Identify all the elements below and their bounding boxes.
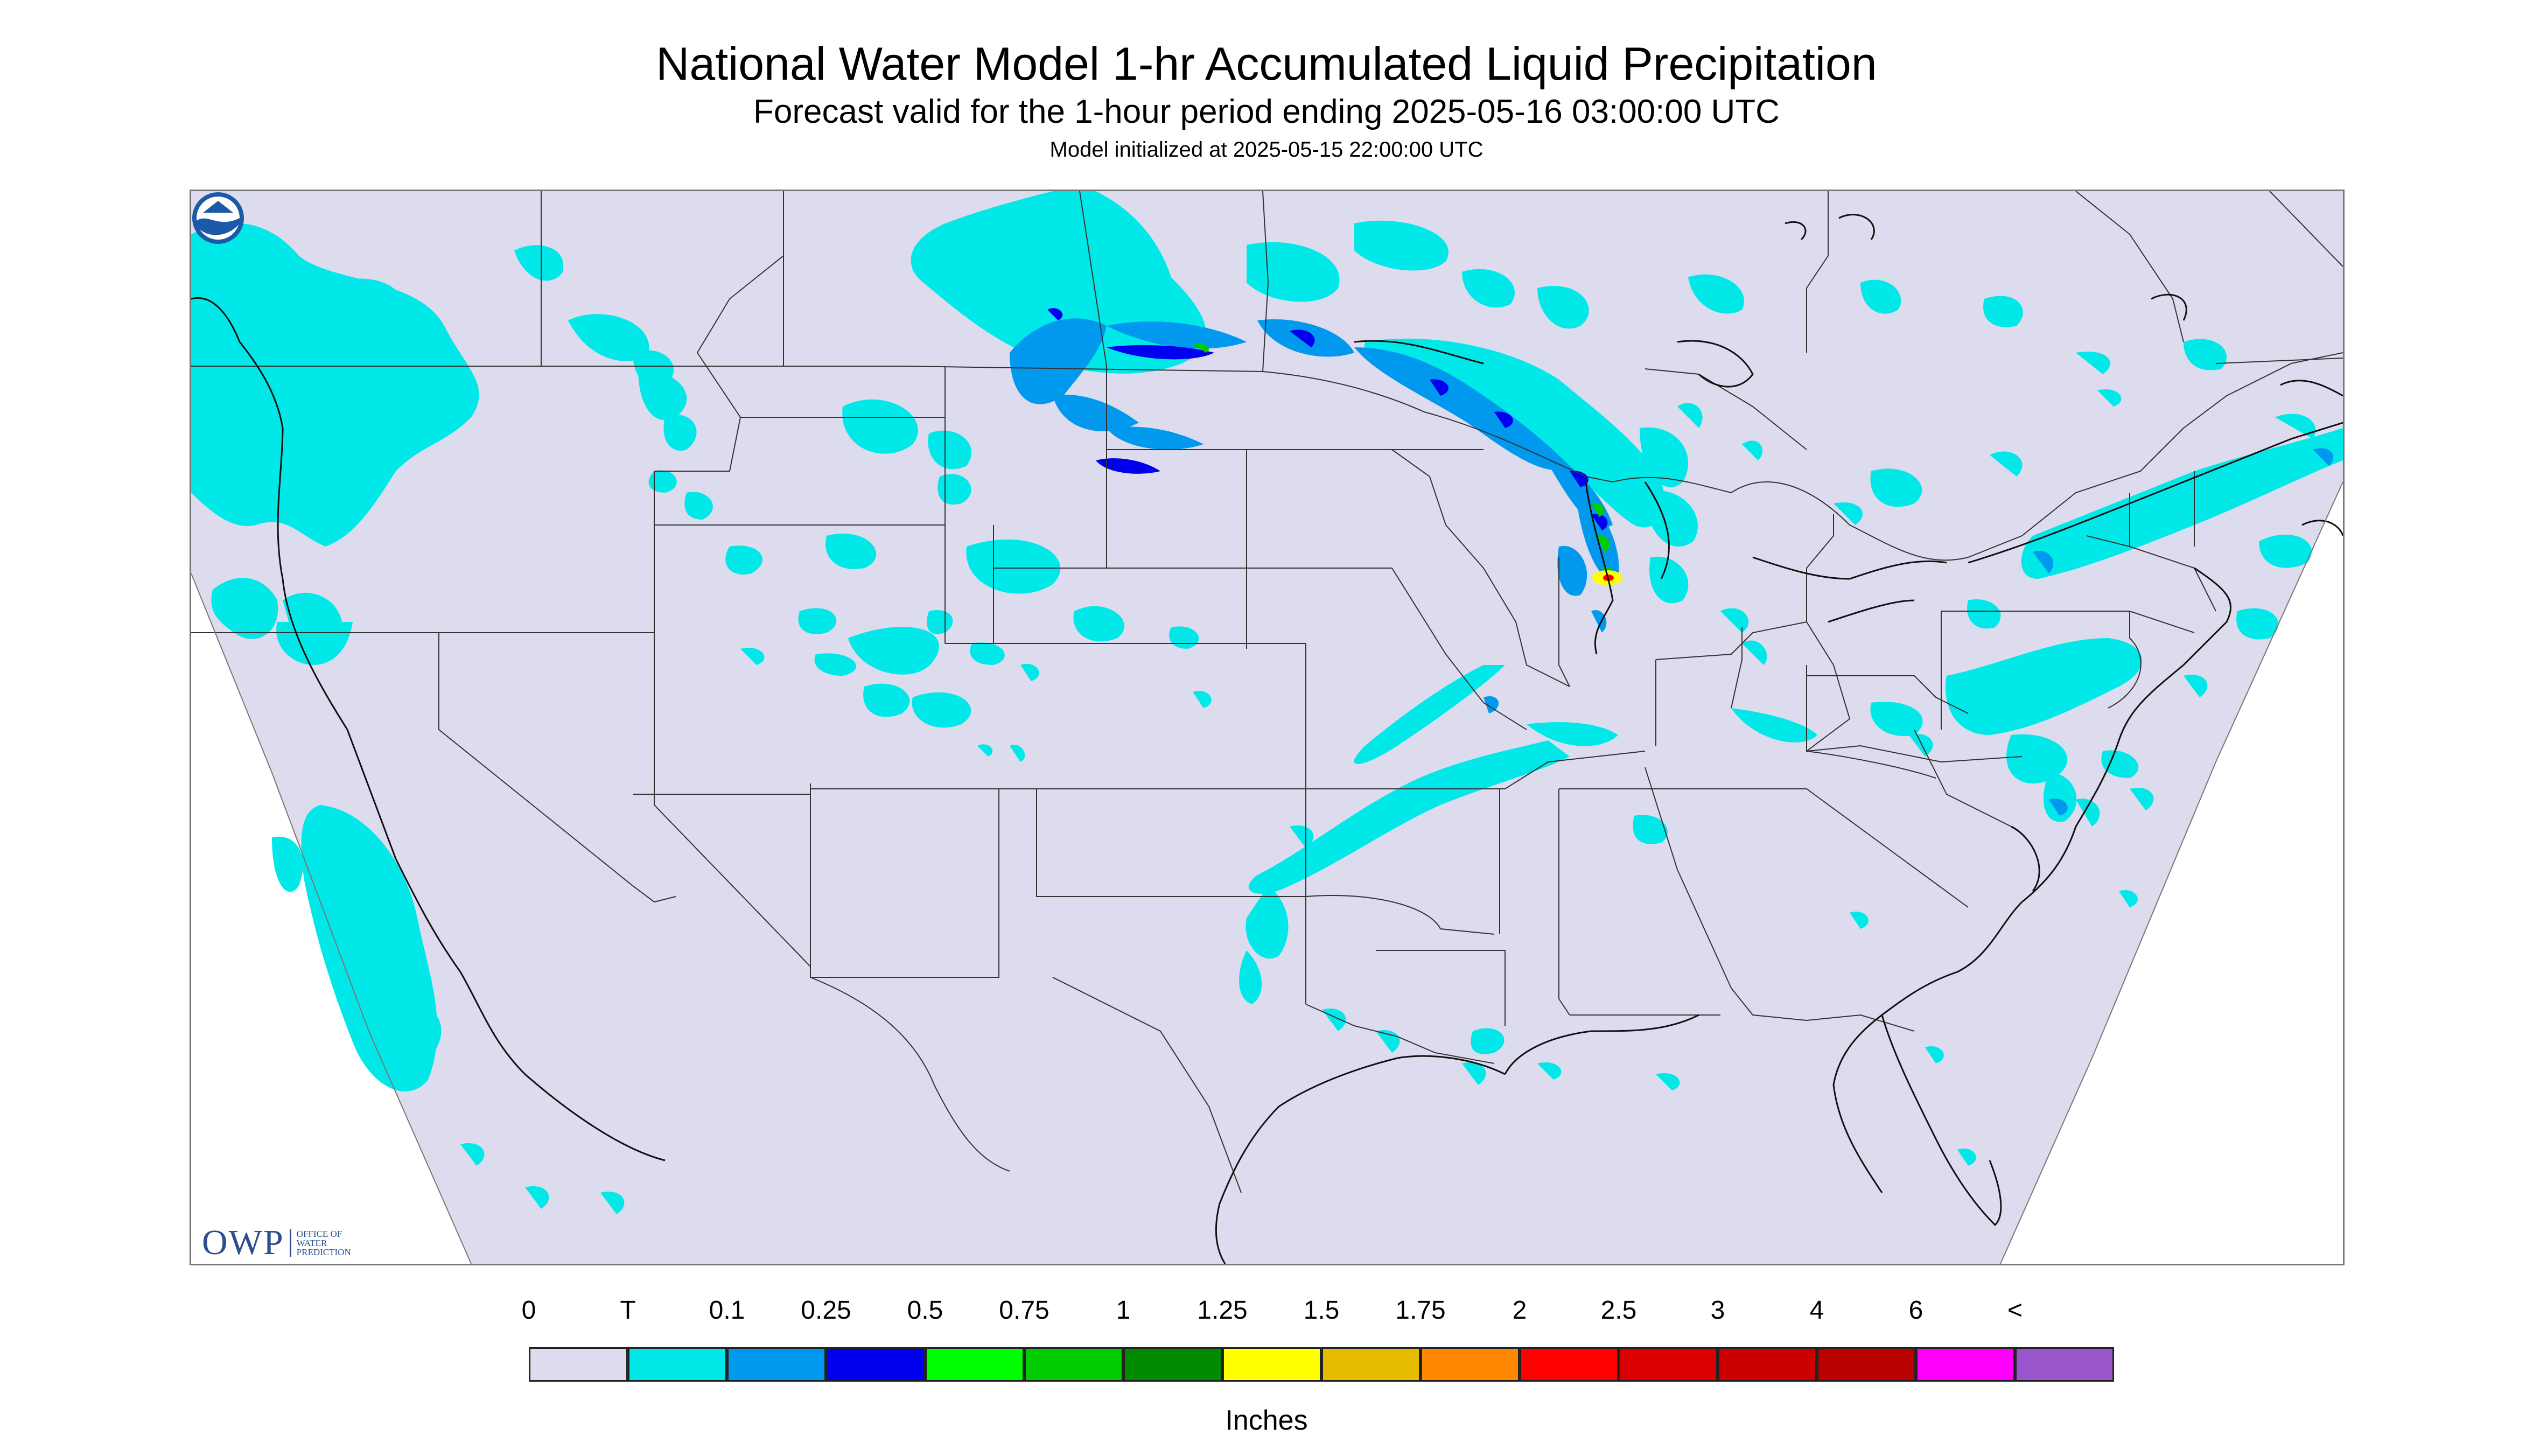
map-canvas [191,191,2343,1264]
legend-units: Inches [1225,1405,1308,1436]
legend-swatch [1817,1347,1916,1382]
precipitation-map: OWP OFFICE OF WATER PREDICTION [190,190,2345,1265]
owp-logo-text: OWP [202,1223,284,1262]
map-domain [191,191,2343,1264]
noaa-logo-icon [192,192,244,244]
legend-swatch [1421,1347,1520,1382]
legend-tick-label: T [620,1296,636,1325]
political-boundaries [191,191,2343,1193]
legend-tick-label: < [2007,1296,2023,1325]
owp-logo-subtitle: OFFICE OF WATER PREDICTION [289,1229,372,1257]
legend-swatch [1718,1347,1817,1382]
legend-swatch [1123,1347,1222,1382]
legend-swatch [1619,1347,1718,1382]
legend-swatch [529,1347,628,1382]
legend-swatch [1024,1347,1123,1382]
map-title: National Water Model 1-hr Accumulated Li… [656,38,1877,90]
legend-tick-label: 3 [1710,1296,1725,1325]
domain-edge [191,573,472,1264]
legend-tick-label: 2.5 [1600,1296,1637,1325]
coastlines [191,214,2343,1264]
legend-swatch [628,1347,727,1382]
domain-edge-east [2000,481,2343,1264]
legend-tick-label: 0.25 [801,1296,851,1325]
legend-swatch [727,1347,826,1382]
legend-tick-label: 1.75 [1395,1296,1446,1325]
legend-swatch [1321,1347,1421,1382]
dark-blue-precip-areas [1047,308,1608,530]
legend-tick-label: 0 [521,1296,536,1325]
map-subtitle: Forecast valid for the 1-hour period end… [753,93,1780,130]
legend-tick-label: 0.75 [999,1296,1049,1325]
model-init-line: Model initialized at 2025-05-15 22:00:00… [1049,138,1484,162]
legend-tick-label: 1.5 [1303,1296,1340,1325]
legend-swatch [1916,1347,2015,1382]
legend-tick-label: 2 [1512,1296,1527,1325]
precip-legend: 0 T 0.1 0.25 0.5 0.75 1 1.25 1.5 1.75 2 2.5 3 4 6 < Inc… [0,1292,2533,1443]
legend-swatch [925,1347,1024,1382]
legend-swatch [1520,1347,1619,1382]
owp-logo: OWP OFFICE OF WATER PREDICTION [202,1222,372,1263]
trace-precip-areas [191,191,2343,1214]
legend-tick-label: 0.1 [709,1296,745,1325]
legend-tick-label: 1.25 [1197,1296,1248,1325]
legend-tick-label: 4 [1809,1296,1824,1325]
legend-tick-label: 0.5 [907,1296,943,1325]
legend-tick-label: 1 [1116,1296,1131,1325]
legend-swatch [826,1347,925,1382]
legend-swatch [1222,1347,1321,1382]
legend-tick-label: 6 [1908,1296,1923,1325]
legend-swatch [2015,1347,2114,1382]
